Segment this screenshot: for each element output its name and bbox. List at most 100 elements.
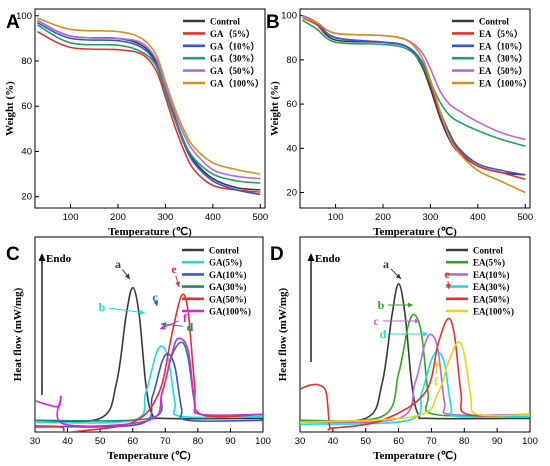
legend: Control GA(5%) GA(10%) GA(30%) GA(50%) GA(100… (182, 246, 251, 317)
curve-label-e: e (444, 267, 450, 281)
series-line-b (35, 345, 263, 424)
legend-label: EA（30%） (479, 54, 528, 64)
y-tick-label: 80 (21, 56, 32, 67)
panel-b-tga-ea: 100 200 300 400 500 20 40 60 80 100 Temperature (℃… (266, 8, 533, 238)
y-tick-label: 60 (21, 101, 32, 112)
panel-c-dsc-ga: 30 40 50 60 70 80 90 100 Temperature (℃) Heat flo… (6, 236, 271, 462)
x-tick-label: 300 (157, 212, 173, 223)
curve-label-d: d (380, 327, 387, 341)
y-tick-label: 80 (286, 55, 297, 66)
x-tick-label: 90 (492, 436, 503, 447)
legend-label: Control (210, 17, 240, 27)
x-tick-label: 40 (328, 436, 339, 447)
series-line-1 (37, 30, 261, 193)
panel-letter: D (270, 244, 284, 265)
series-line-3 (36, 24, 261, 184)
curve-label-d: d (187, 320, 194, 334)
legend-label: Control (209, 246, 239, 256)
y-axis-title: Heat flow (mW/mg) (12, 287, 24, 381)
plot-frame (34, 8, 266, 209)
legend-label: GA(10%) (209, 270, 247, 280)
curve-label-f: f (183, 311, 188, 325)
curve-label-arrowhead (434, 361, 440, 367)
curve-label-a: a (115, 257, 121, 271)
curve-label-a: a (383, 257, 389, 271)
legend-label: EA(10%) (473, 270, 510, 280)
panel-a-tga-ga: 100 200 300 400 500 20 40 60 80 100 Temperature (℃… (4, 8, 268, 238)
legend-label: EA（10%） (479, 41, 528, 51)
series-line-5 (37, 17, 261, 175)
legend-label: GA(5%) (209, 258, 242, 268)
y-tick-label: 40 (286, 143, 297, 154)
x-tick-label: 100 (255, 436, 271, 447)
x-tick-label: 40 (62, 436, 73, 447)
curve-label-e: e (171, 262, 177, 276)
legend-label: GA(100%) (209, 307, 251, 317)
legend: Control EA（5%） EA（10%） EA（30%） EA（50%） EA（100… (452, 17, 532, 89)
panel-letter: C (6, 244, 20, 265)
x-tick-label: 30 (295, 436, 306, 447)
x-axis-title: Temperature (℃) (373, 226, 457, 238)
x-tick-label: 80 (193, 436, 204, 447)
legend-label: GA（30%） (210, 54, 260, 64)
curve-label-arrowhead (160, 324, 166, 330)
curve-label-arrowhead (161, 322, 167, 327)
series-line-f (35, 337, 263, 427)
series-line-e (300, 317, 530, 431)
y-tick-label: 60 (286, 99, 297, 110)
x-tick-label: 400 (470, 212, 486, 223)
legend-label: Control (479, 17, 509, 27)
endo-label: Endo (315, 253, 341, 265)
curve-label-c: c (373, 314, 379, 328)
x-tick-label: 100 (522, 436, 538, 447)
x-axis-title: Temperature (℃) (108, 226, 192, 238)
series-line-b (300, 313, 530, 422)
curve-label-arrowhead (139, 309, 145, 315)
series-line-d (300, 351, 530, 425)
curve-label-arrowhead (445, 283, 451, 289)
curve-label-c: c (152, 290, 158, 304)
panel-d-dsc-ea: 30 40 50 60 70 80 90 100 Temperature (℃) Heat flo… (270, 236, 538, 462)
x-tick-label: 100 (328, 212, 344, 223)
endo-arrow-head (307, 253, 315, 261)
legend-label: EA(50%) (473, 294, 510, 304)
x-tick-label: 300 (422, 212, 438, 223)
legend-label: GA(30%) (209, 282, 247, 292)
endo-arrow-head (38, 253, 46, 261)
x-axis-title: Temperature (℃) (107, 450, 191, 462)
curve-label-f: f (434, 374, 439, 388)
x-tick-label: 60 (393, 436, 404, 447)
x-tick-label: 70 (160, 436, 171, 447)
y-tick-label: 20 (286, 188, 297, 199)
x-tick-label: 50 (95, 436, 106, 447)
series-line-f (300, 341, 530, 424)
x-tick-label: 80 (459, 436, 470, 447)
legend-label: Control (473, 246, 503, 256)
plot-frame (299, 236, 531, 433)
x-tick-label: 100 (63, 212, 79, 223)
curve-label-arrowhead (408, 302, 413, 308)
panel-letter: A (6, 12, 20, 33)
x-tick-label: 30 (30, 436, 41, 447)
series-line-5 (302, 17, 526, 194)
y-tick-label: 100 (16, 11, 32, 22)
curve-label-arrowhead (153, 300, 159, 306)
x-tick-label: 200 (375, 212, 391, 223)
x-tick-label: 500 (252, 212, 268, 223)
x-tick-label: 70 (426, 436, 437, 447)
curve-label-arrowhead (415, 318, 420, 324)
series-line-e (35, 293, 263, 432)
y-tick-label: 100 (281, 11, 297, 22)
legend-label: EA（50%） (479, 66, 528, 76)
curve-label-arrow (108, 307, 146, 314)
legend-label: EA(5%) (473, 258, 505, 268)
legend-label: GA（10%） (210, 41, 260, 51)
x-tick-label: 50 (360, 436, 371, 447)
legend-label: EA(30%) (473, 282, 510, 292)
legend-label: EA（100%） (479, 79, 532, 89)
x-tick-label: 60 (127, 436, 138, 447)
y-axis-title: Weight (%) (269, 81, 281, 136)
legend-label: EA(100%) (473, 307, 514, 317)
plot-frame (299, 8, 531, 209)
